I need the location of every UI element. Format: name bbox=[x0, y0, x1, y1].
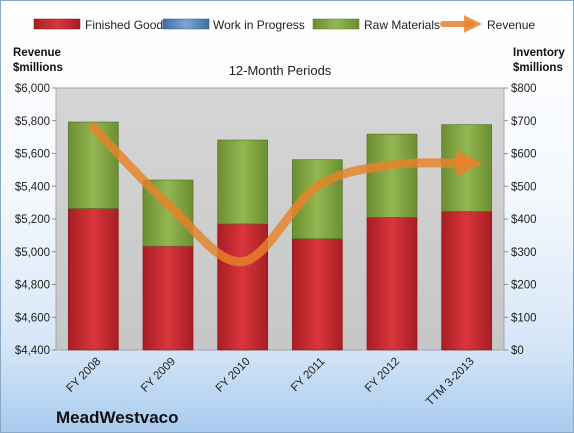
plot-area bbox=[55, 87, 505, 351]
legend-swatch-raw-materials bbox=[312, 18, 360, 30]
company-name: MeadWestvaco bbox=[56, 408, 179, 427]
legend-swatch-finished-goods bbox=[33, 18, 81, 30]
legend-label-work-in-progress: Work in Progress bbox=[213, 18, 305, 32]
left-axis-tick-label: $6,000 bbox=[15, 83, 50, 95]
left-axis-title-line1: Revenue bbox=[13, 47, 61, 59]
bar-finished-goods bbox=[217, 223, 269, 351]
x-axis-tick-label: FY 2008 bbox=[64, 356, 103, 395]
right-axis-tick-label: $400 bbox=[511, 214, 537, 226]
left-axis-tick-label: $4,600 bbox=[15, 312, 50, 324]
left-axis-tick-label: $4,800 bbox=[15, 280, 50, 292]
left-axis: $4,400 $4,600 $4,800 $5,000 $5,200 $5,400 $5,6… bbox=[15, 83, 56, 357]
right-axis-tick-label: $800 bbox=[511, 83, 537, 95]
legend-swatch-work-in-progress bbox=[162, 18, 210, 30]
revenue-series bbox=[88, 122, 483, 267]
revenue-line bbox=[88, 122, 483, 267]
legend-label-finished-goods: Finished Goods bbox=[85, 18, 169, 32]
left-axis-title-line2: $millions bbox=[13, 62, 63, 74]
right-axis-tick-label: $500 bbox=[511, 181, 537, 193]
right-axis-title-line2: $millions bbox=[513, 62, 563, 74]
right-axis-tick-label: $600 bbox=[511, 149, 537, 161]
bar-raw-materials bbox=[217, 139, 269, 225]
left-axis-tick-label: $5,200 bbox=[15, 214, 50, 226]
bar-finished-goods bbox=[441, 211, 493, 351]
bar-raw-materials bbox=[441, 124, 493, 212]
x-axis-tick-label: FY 2009 bbox=[139, 356, 178, 395]
left-axis-tick-label: $5,800 bbox=[15, 116, 50, 128]
bar-raw-materials bbox=[67, 121, 119, 209]
x-axis-tick-label: TTM 3-2013 bbox=[424, 356, 477, 409]
x-axis-tick-label: FY 2011 bbox=[289, 356, 327, 394]
x-axis: FY 2008 FY 2009 FY 2010 FY 2011 FY 2012 TTM 3… bbox=[64, 356, 476, 409]
x-axis-tick-label: FY 2010 bbox=[214, 356, 253, 395]
right-axis-tick-label: $100 bbox=[511, 312, 537, 324]
left-axis-tick-label: $5,600 bbox=[15, 149, 50, 161]
right-axis-tick-label: $0 bbox=[511, 345, 524, 357]
bars bbox=[67, 121, 493, 351]
left-axis-tick-label: $5,000 bbox=[15, 247, 50, 259]
bar-raw-materials bbox=[366, 133, 418, 218]
left-axis-tick-label: $5,400 bbox=[15, 181, 50, 193]
bar-finished-goods bbox=[366, 217, 418, 351]
right-axis-tick-label: $200 bbox=[511, 280, 537, 292]
left-axis-tick-label: $4,400 bbox=[15, 345, 50, 357]
right-axis-title-line1: Inventory bbox=[513, 47, 565, 59]
legend-label-raw-materials: Raw Materials bbox=[364, 18, 440, 32]
x-axis-tick-label: FY 2012 bbox=[363, 356, 402, 395]
bar-finished-goods bbox=[142, 245, 194, 351]
bar-finished-goods bbox=[67, 208, 119, 351]
right-axis: $0 $100 $200 $300 $400 $500 $600 $700 $800 bbox=[504, 83, 537, 357]
right-axis-tick-label: $300 bbox=[511, 247, 537, 259]
right-axis-tick-label: $700 bbox=[511, 116, 537, 128]
legend-label-revenue: Revenue bbox=[487, 18, 535, 32]
chart-subtitle: 12-Month Periods bbox=[229, 63, 332, 78]
bar-finished-goods bbox=[291, 238, 343, 351]
legend: Finished Goods Work in Progress Raw Mate… bbox=[33, 15, 535, 33]
